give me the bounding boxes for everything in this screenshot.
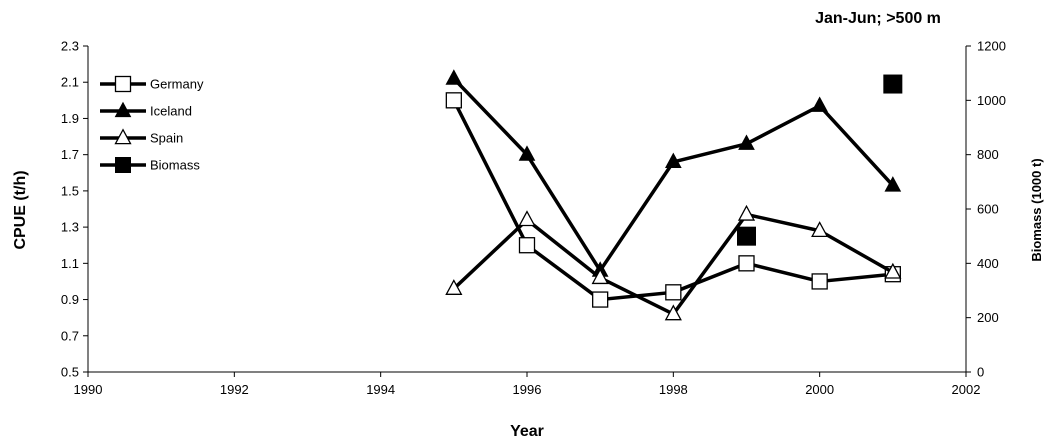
data-point <box>811 273 828 290</box>
data-point <box>811 96 829 112</box>
x-tick-label: 2000 <box>805 382 834 397</box>
legend-label: Germany <box>150 77 204 92</box>
legend-marker <box>115 157 131 173</box>
x-tick-label: 1990 <box>74 382 103 397</box>
y-tick-label: 2.1 <box>61 75 79 90</box>
series-germany <box>445 92 901 308</box>
data-point <box>883 74 903 94</box>
x-tick-label: 1994 <box>366 382 395 397</box>
data-point <box>811 221 829 238</box>
legend-item-biomass: Biomass <box>100 157 200 173</box>
y2-axis-title: Biomass (1000 t) <box>1029 158 1044 261</box>
data-point <box>738 255 755 272</box>
y-tick-label: 0.9 <box>61 292 79 307</box>
data-point <box>445 69 463 85</box>
legend-label: Iceland <box>150 104 192 119</box>
y-tick-label: 0.7 <box>61 328 79 343</box>
data-point <box>884 176 902 192</box>
data-point <box>664 152 682 169</box>
data-point <box>664 304 682 321</box>
legend-label: Biomass <box>150 158 200 173</box>
x-tick-label: 2002 <box>952 382 981 397</box>
data-point <box>665 284 682 301</box>
y2-tick-label: 400 <box>977 256 999 271</box>
series-spain <box>445 204 902 321</box>
x-tick-label: 1996 <box>513 382 542 397</box>
data-point <box>592 291 609 308</box>
axes: 0.5 0.7 0.9 1.1 1.3 1.5 1.7 1.9 2.1 2.3 0 200 400 600… <box>61 39 1006 398</box>
y-tick-label: 1.9 <box>61 111 79 126</box>
series-biomass <box>737 74 903 246</box>
y2-tick-label: 600 <box>977 202 999 217</box>
series-layer <box>445 69 903 321</box>
data-point <box>737 226 756 246</box>
y-tick-label: 1.1 <box>61 256 79 271</box>
legend-item-spain: Spain <box>100 128 183 146</box>
legend-item-iceland: Iceland <box>100 101 192 119</box>
legend-label: Spain <box>150 131 183 146</box>
data-point <box>445 92 462 109</box>
data-point <box>884 262 902 279</box>
legend-marker <box>114 128 132 145</box>
legend-item-germany: Germany <box>100 75 204 93</box>
data-point <box>738 134 755 150</box>
data-point <box>518 210 536 227</box>
x-tick-label: 1992 <box>220 382 249 397</box>
y2-tick-label: 1000 <box>977 93 1006 108</box>
legend-marker <box>114 75 132 93</box>
legend-marker <box>114 101 132 118</box>
y2-tick-label: 0 <box>977 365 984 380</box>
y-tick-label: 1.3 <box>61 220 79 235</box>
x-tick-label: 1998 <box>659 382 688 397</box>
x-axis-title: Year <box>510 423 544 440</box>
chart-title: Jan-Jun; >500 m <box>815 10 941 27</box>
y-tick-label: 2.3 <box>61 39 79 54</box>
data-point <box>518 145 536 161</box>
y-tick-label: 1.5 <box>61 183 79 198</box>
y-tick-label: 0.5 <box>61 365 79 380</box>
y2-tick-label: 1200 <box>977 39 1006 54</box>
y2-tick-label: 800 <box>977 147 999 162</box>
data-point <box>737 204 756 221</box>
data-point <box>445 279 463 295</box>
data-point <box>518 237 536 254</box>
y-tick-label: 1.7 <box>61 147 79 162</box>
series-iceland <box>445 69 902 277</box>
data-point <box>591 268 609 285</box>
legend: Germany Iceland Spain Biomass <box>100 75 204 173</box>
y-axis-title: CPUE (t/h) <box>12 170 29 249</box>
series-line <box>452 99 894 302</box>
y2-tick-label: 200 <box>977 310 999 325</box>
